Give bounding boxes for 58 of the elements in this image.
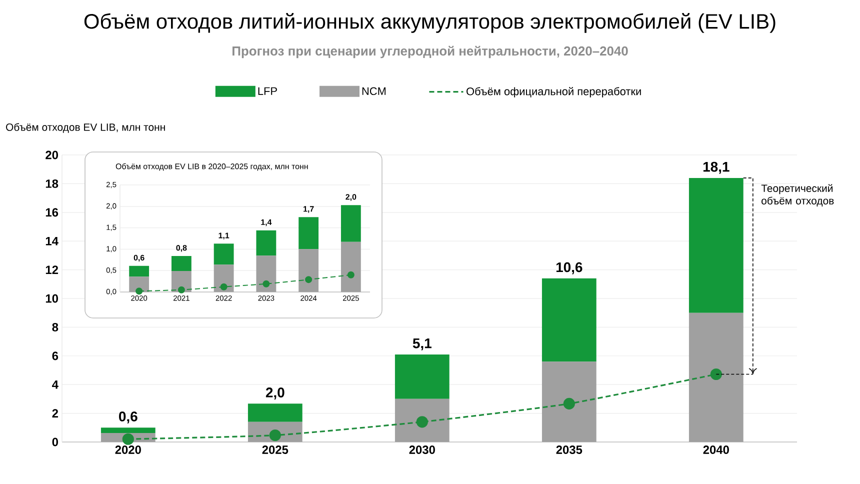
legend-label: NCM — [362, 87, 386, 96]
point — [347, 271, 354, 278]
x-tick-label: 2020 — [115, 446, 141, 454]
annotation: 10,6 — [556, 262, 582, 274]
point — [220, 283, 228, 290]
bar — [129, 266, 150, 277]
point — [563, 398, 575, 410]
y-tick-label: 14 — [46, 236, 58, 246]
annotation: Теоретический объём отходов — [761, 184, 834, 206]
y-axis-title: Объём отходов EV LIB, млн тонн — [6, 123, 165, 133]
x-tick-label: 2035 — [556, 446, 582, 454]
bar — [394, 354, 450, 399]
x-tick-label: 2025 — [262, 446, 288, 454]
bar — [214, 244, 234, 265]
bar — [340, 242, 361, 292]
bar — [542, 278, 596, 362]
y-tick-label: 6 — [52, 352, 58, 360]
y-tick-label: 16 — [46, 208, 58, 217]
point — [710, 368, 722, 380]
point — [136, 288, 143, 295]
bar — [688, 178, 744, 313]
bar — [256, 256, 276, 292]
bar — [248, 404, 302, 422]
y-tick-label: 12 — [46, 266, 58, 274]
point — [269, 429, 281, 442]
annotation: 0,6 — [119, 412, 138, 424]
chart-subtitle: Прогноз при сценарии углеродной нейтральности, 2020–2040 — [232, 46, 628, 58]
x-tick-label: 2030 — [409, 446, 435, 454]
y-tick-label: 10 — [46, 294, 58, 303]
bar — [256, 230, 276, 256]
chart-title: Объём отходов литий-ионных аккумуляторов электромобилей (EV LIB) — [84, 13, 776, 33]
annotation: 5,1 — [412, 338, 432, 350]
y-tick-label: 20 — [46, 150, 58, 160]
bar — [542, 362, 596, 442]
point — [305, 276, 312, 284]
y-tick-label: 8 — [52, 322, 58, 332]
legend-label: LFP — [258, 87, 277, 95]
y-tick-label: 18 — [46, 179, 58, 188]
annotation: 2,0 — [266, 388, 284, 400]
bar — [214, 264, 234, 292]
bar — [298, 249, 319, 292]
bar — [298, 217, 319, 250]
legend-label: Объём официальной переработки — [466, 87, 641, 98]
bar — [129, 276, 150, 292]
point — [416, 416, 428, 428]
point — [262, 280, 270, 288]
bar — [100, 428, 156, 433]
y-tick-label: 4 — [52, 380, 58, 389]
annotation: 18,1 — [703, 162, 730, 174]
y-tick-label: 0 — [52, 438, 58, 446]
bar — [340, 205, 361, 242]
bar — [688, 312, 744, 442]
bar — [171, 256, 192, 272]
point — [178, 286, 185, 294]
y-tick-label: 2 — [52, 409, 58, 418]
x-tick-label: 2040 — [703, 446, 729, 454]
bar — [394, 398, 450, 442]
point — [122, 433, 134, 445]
